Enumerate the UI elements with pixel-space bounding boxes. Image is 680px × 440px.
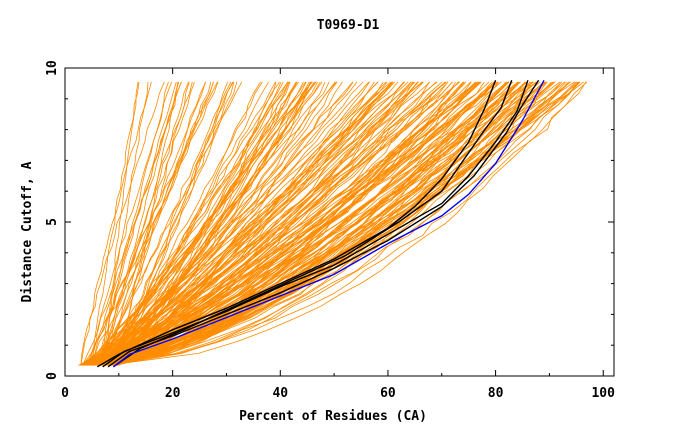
- background-model-line: [106, 81, 288, 366]
- background-model-line: [102, 81, 424, 366]
- background-model-line: [101, 81, 493, 366]
- background-model-line: [116, 81, 423, 366]
- background-model-line: [105, 81, 299, 366]
- background-model-line: [88, 81, 405, 366]
- background-model-line: [105, 81, 546, 366]
- y-tick-label: 5: [45, 218, 60, 226]
- background-model-line: [106, 81, 235, 366]
- background-model-line: [94, 81, 496, 366]
- series-curves: [96, 79, 545, 368]
- background-model-line: [87, 81, 533, 366]
- background-model-line: [98, 81, 243, 366]
- background-model-line: [108, 81, 412, 366]
- series-line-model-A: [96, 80, 497, 368]
- x-tick-label: 0: [61, 386, 69, 401]
- background-model-line: [78, 81, 453, 366]
- background-model-line: [90, 81, 460, 366]
- x-tick-label: 80: [488, 386, 504, 401]
- background-model-line: [100, 81, 189, 366]
- background-model-line: [81, 81, 467, 366]
- y-tick-label: 0: [45, 372, 60, 380]
- background-model-line: [105, 81, 310, 366]
- background-model-line: [80, 81, 152, 366]
- background-model-line: [99, 81, 149, 366]
- background-model-line: [107, 81, 195, 366]
- series-line-model-B: [102, 80, 529, 368]
- background-model-line: [116, 81, 405, 366]
- background-model-line: [115, 81, 453, 366]
- x-tick-label: 100: [591, 386, 615, 401]
- y-axis: 0 5 10: [45, 60, 614, 380]
- background-model-line: [104, 81, 354, 366]
- background-model-line: [93, 81, 526, 366]
- background-model-line: [117, 81, 456, 366]
- x-tick-label: 60: [380, 386, 396, 401]
- background-model-line: [87, 81, 431, 366]
- background-model-line: [104, 81, 518, 366]
- y-tick-label: 10: [45, 60, 60, 76]
- y-axis-label: Distance Cutoff, A: [20, 161, 35, 302]
- background-model-line: [89, 81, 173, 366]
- series-line-reference: [112, 79, 545, 368]
- background-model-line: [99, 81, 392, 366]
- background-model-line: [117, 81, 282, 366]
- background-model-line: [83, 81, 587, 366]
- background-model-line: [94, 81, 280, 366]
- background-model-line: [91, 81, 534, 366]
- background-model-line: [113, 81, 394, 366]
- x-axis: 0 20 40 60 80 100: [61, 68, 615, 401]
- background-model-line: [81, 81, 306, 366]
- background-model-line: [104, 81, 139, 366]
- x-tick-label: 40: [272, 386, 288, 401]
- background-model-line: [101, 81, 581, 366]
- background-model-line: [118, 81, 414, 366]
- background-model-line: [82, 81, 219, 366]
- x-tick-label: 20: [165, 386, 181, 401]
- background-model-line: [79, 81, 354, 366]
- background-model-line: [107, 81, 588, 366]
- series-line-model-C: [107, 79, 540, 368]
- background-model-line: [89, 81, 424, 366]
- background-model-line: [103, 81, 579, 366]
- background-model-line: [88, 81, 218, 366]
- background-model-line: [111, 81, 238, 366]
- background-model-line: [101, 81, 446, 366]
- background-model-line: [89, 81, 370, 366]
- background-model-line: [92, 81, 140, 366]
- background-model-line: [105, 81, 193, 366]
- background-model-line: [115, 81, 190, 366]
- background-model-line: [80, 81, 165, 366]
- chart-title: T0969-D1: [317, 18, 380, 33]
- background-model-line: [111, 81, 585, 366]
- background-model-line: [109, 81, 510, 366]
- x-axis-label: Percent of Residues (CA): [239, 409, 427, 424]
- background-model-line: [94, 81, 581, 366]
- background-model-line: [88, 81, 481, 366]
- background-model-line: [87, 81, 479, 366]
- background-model-line: [89, 81, 580, 366]
- background-model-line: [104, 81, 552, 366]
- background-model-line: [99, 81, 527, 366]
- background-model-line: [91, 81, 358, 366]
- background-model-line: [98, 81, 179, 366]
- series-line-model-D: [113, 80, 513, 368]
